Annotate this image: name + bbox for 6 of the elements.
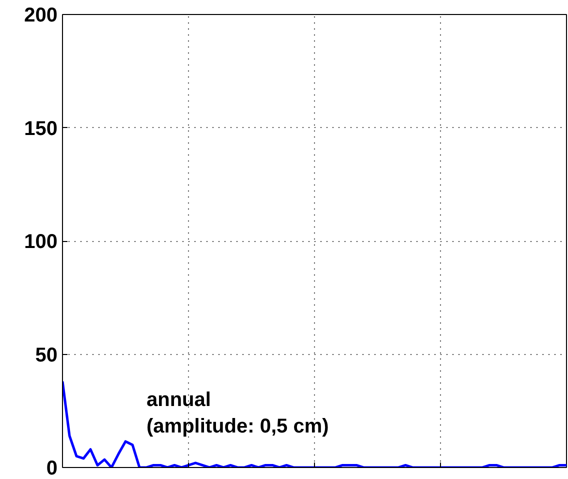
y-tick-label: 0 (46, 458, 58, 479)
y-tick-label: 150 (24, 118, 58, 140)
y-tick-label: 100 (24, 231, 58, 253)
y-tick-label: 50 (35, 344, 58, 366)
annotation: annual (amplitude: 0,5 cm) (146, 389, 329, 438)
y-tick-label: 200 (24, 4, 58, 26)
